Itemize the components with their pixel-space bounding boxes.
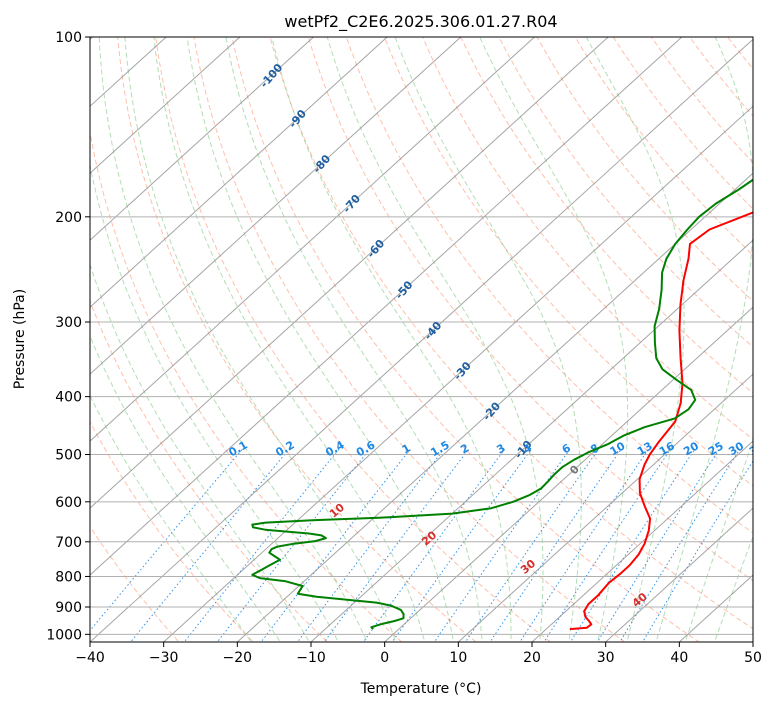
moist-adiabat-line: [124, 37, 397, 642]
moist-adiabat-line: [271, 37, 512, 642]
isotherm-line: [90, 37, 683, 576]
y-tick-label: 500: [55, 448, 82, 464]
dry-adiabat-line: [460, 37, 753, 394]
isotherm-line: [752, 641, 753, 642]
isotherm-line: [90, 37, 536, 442]
dewpoint-line: [251, 178, 753, 630]
y-tick-label: 600: [55, 495, 82, 511]
mixing-ratio-line: [90, 448, 243, 632]
mixing-ratio-lines: [90, 448, 753, 642]
mixing-ratio-line: [596, 449, 720, 642]
x-tick-label: 0: [380, 650, 389, 666]
isotherm-line: [90, 37, 388, 308]
isotherm-line: [90, 37, 315, 241]
x-tick-label: −10: [296, 650, 326, 666]
mixing-ratio-line: [260, 448, 411, 642]
mixing-ratio-line: [543, 449, 671, 642]
mixing-ratio-line: [129, 448, 290, 642]
dry-adiabat-line: [193, 37, 626, 642]
x-tick-label: −40: [75, 650, 105, 666]
mixing-ratio-line: [489, 449, 622, 642]
dry-adiabat-line: [90, 525, 180, 642]
mixing-ratio-line: [362, 449, 506, 642]
isotherm-line: [384, 306, 753, 642]
moist-adiabat-line: [714, 535, 753, 642]
isotherm-line: [163, 105, 753, 642]
x-tick-label: −30: [149, 650, 179, 666]
mixing-ratio-line: [519, 449, 649, 642]
x-tick-label: 50: [744, 650, 762, 666]
mixing-ratio-line: [642, 460, 753, 642]
mixing-ratio-line: [296, 448, 445, 642]
mixing-ratio-line: [433, 449, 571, 642]
isotherm-line: [236, 172, 753, 642]
mixing-ratio-line: [569, 449, 696, 642]
dry-adiabat-line: [498, 37, 753, 348]
moist-adiabat-line: [655, 37, 753, 642]
isotherm-line: [90, 37, 241, 174]
sounding-series: [251, 178, 753, 631]
temperature-line: [569, 211, 753, 631]
y-tick-label: 1000: [46, 627, 82, 643]
mixing-ratio-label: 36: [747, 439, 767, 458]
x-tick-label: 30: [597, 650, 615, 666]
dry-adiabat-line: [231, 37, 700, 642]
moist-adiabat-line: [90, 394, 253, 642]
dry-adiabats: [90, 24, 775, 647]
y-tick-label: 900: [55, 600, 82, 616]
pressure-gridlines: [90, 37, 753, 635]
y-tick-label: 300: [55, 315, 82, 331]
dry-adiabat-line: [307, 37, 753, 582]
mixing-ratio-line: [323, 448, 469, 642]
isotherm-line: [605, 507, 753, 642]
dry-adiabat-line: [755, 24, 775, 647]
isotherm-line: [90, 37, 462, 375]
dry-adiabat-line: [422, 37, 753, 440]
y-tick-label: 400: [55, 390, 82, 406]
isotherms: [90, 37, 753, 642]
dry-adiabat-line: [90, 420, 254, 642]
y-tick-label: 200: [55, 210, 82, 226]
x-axis-label: Temperature (°C): [360, 681, 482, 697]
y-tick-label: 800: [55, 569, 82, 585]
moist-adiabats: [90, 37, 753, 642]
isotherm-line: [457, 373, 753, 642]
moist-adiabat-line: [90, 162, 340, 642]
moist-adiabat-line: [90, 262, 311, 642]
x-tick-label: 20: [523, 650, 541, 666]
dry-adiabat-line: [117, 37, 477, 642]
dry-adiabat-line: [155, 37, 552, 642]
chart-title: wetPf2_C2E6.2025.306.01.27.R04: [284, 12, 557, 32]
isotherm-line: [90, 38, 753, 642]
axes: −40 −30 −20 −10 0 10 20 30 40 50 100 200 300 400 500 60…: [46, 30, 762, 666]
plot-frame: [89, 36, 754, 643]
dry-adiabat-line: [345, 37, 753, 534]
moist-adiabat-line: [90, 334, 282, 642]
moist-adiabat-line: [479, 37, 629, 642]
y-tick-label: 100: [55, 30, 82, 46]
moist-adiabat-line: [684, 438, 753, 642]
y-axis-label: Pressure (hPa): [12, 289, 28, 389]
x-tick-label: 40: [670, 650, 688, 666]
mixing-ratio-line: [619, 449, 741, 642]
mixing-ratio-line: [464, 449, 599, 642]
moist-adiabat-line: [225, 37, 483, 642]
moist-adiabat-line: [186, 37, 455, 642]
moist-adiabat-line: [153, 37, 426, 642]
dry-adiabat-line: [383, 37, 753, 487]
y-tick-label: 700: [55, 535, 82, 551]
isotherm-line: [90, 37, 609, 509]
x-tick-label: 10: [449, 650, 467, 666]
isotherm-line: [310, 239, 753, 642]
dry-adiabat-line: [90, 129, 403, 642]
dry-adiabat-line: [269, 37, 753, 630]
x-tick-label: −20: [223, 650, 253, 666]
